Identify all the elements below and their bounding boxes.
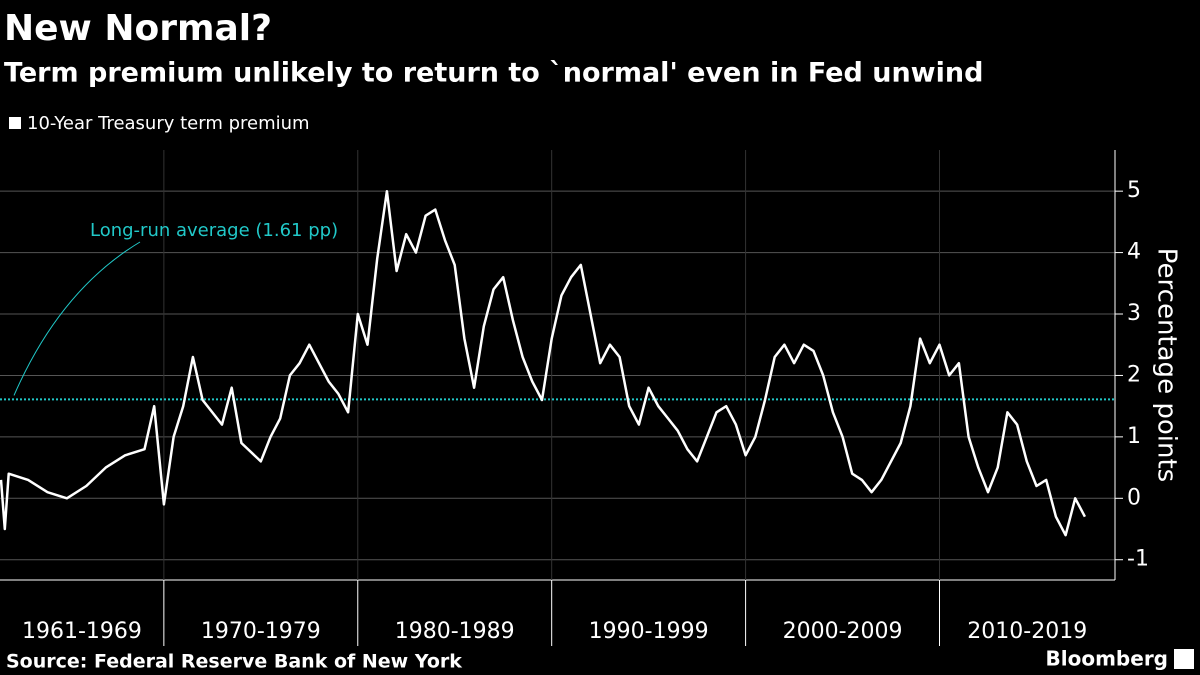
x-tick-label: 2000-2009: [783, 619, 903, 644]
legend-swatch: [9, 117, 21, 129]
brand: Bloomberg: [1046, 647, 1168, 671]
y-tick-label: 4: [1127, 240, 1141, 265]
y-tick-label: 2: [1127, 362, 1141, 387]
x-tick-label: 2010-2019: [967, 619, 1087, 644]
data-line: [0, 189, 1087, 537]
annotation-leader: [13, 241, 141, 396]
chart-title: New Normal?: [4, 8, 272, 49]
y-tick-label: 5: [1127, 178, 1141, 203]
y-tick-label: 1: [1127, 424, 1141, 449]
y-tick-label: 0: [1127, 485, 1141, 510]
y-axis-label: Percentage points: [1152, 248, 1182, 482]
x-tick-label: 1970-1979: [201, 619, 321, 644]
x-tick-label: 1990-1999: [589, 619, 709, 644]
chart-subtitle: Term premium unlikely to return to `norm…: [4, 58, 983, 89]
legend-label: 10-Year Treasury term premium: [27, 113, 310, 134]
source: Source: Federal Reserve Bank of New York: [6, 651, 462, 673]
y-tick-label: -1: [1127, 547, 1149, 572]
x-tick-label: 1961-1969: [22, 619, 142, 644]
x-tick-label: 1980-1989: [395, 619, 515, 644]
annotation: Long-run average (1.61 pp): [90, 220, 338, 241]
brand-icon: [1174, 649, 1194, 669]
y-tick-label: 3: [1127, 301, 1141, 326]
